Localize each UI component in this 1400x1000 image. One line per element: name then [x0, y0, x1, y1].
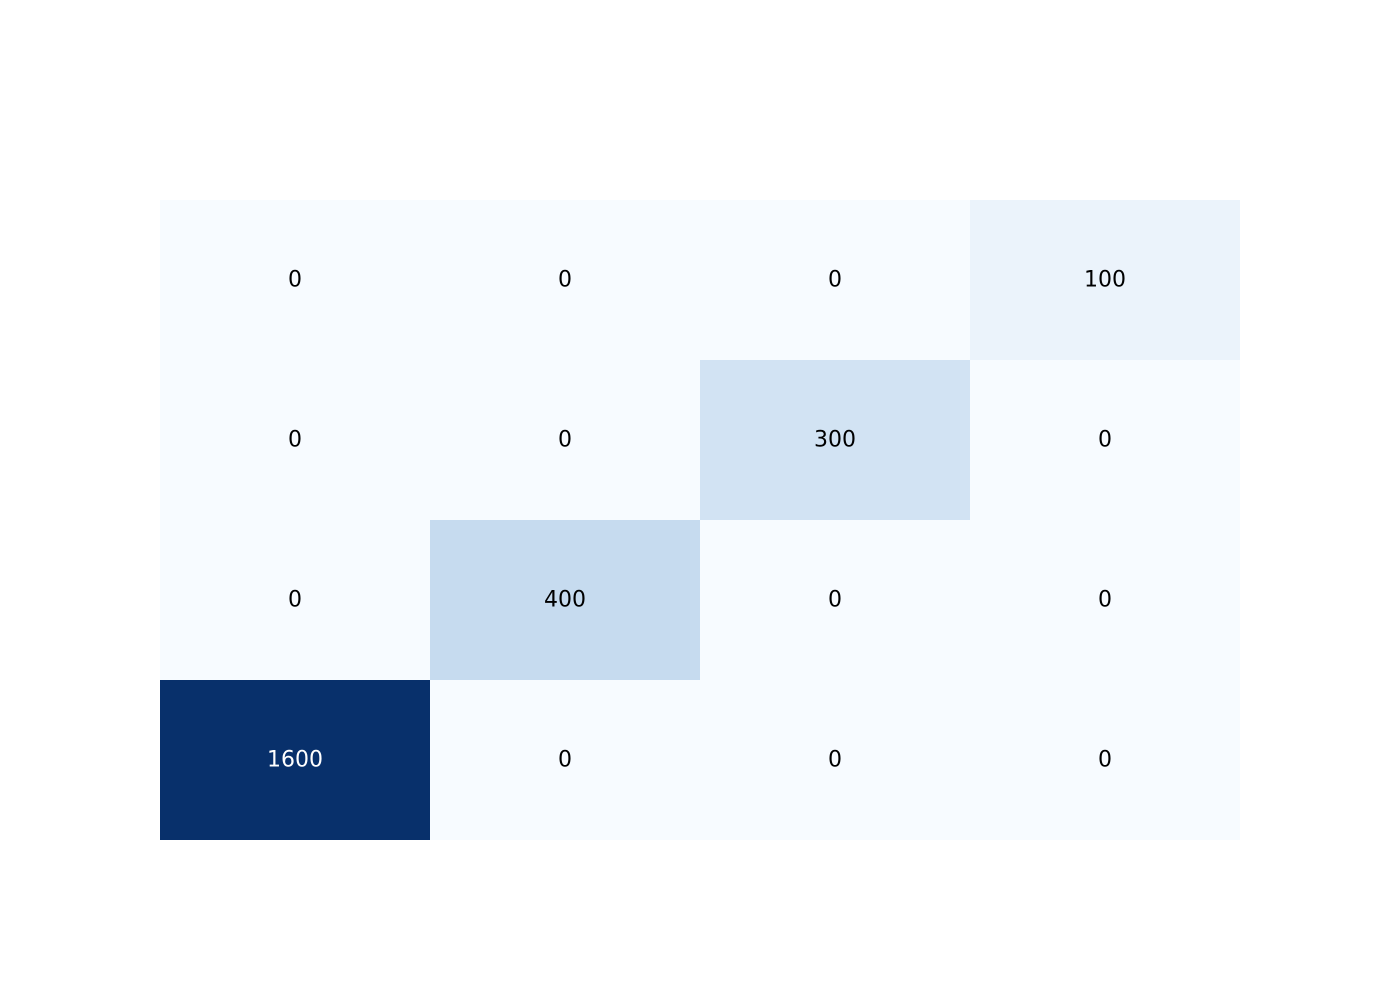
heatmap-cell-label-r2-c3: 0	[1098, 588, 1112, 613]
heatmap-cell-label-r1-c0: 0	[288, 428, 302, 453]
heatmap-cell-r3-c0	[160, 680, 430, 840]
heatmap-cell-r3-c1	[430, 680, 700, 840]
heatmap-cell-label-r3-c2: 0	[828, 748, 842, 773]
heatmap-cell-label-r0-c1: 0	[558, 268, 572, 293]
heatmap-cell-r2-c0	[160, 520, 430, 680]
heatmap-cell-label-r2-c1: 400	[544, 588, 586, 613]
heatmap-cell-r1-c3	[970, 360, 1240, 520]
heatmap-cell-label-r3-c0: 1600	[267, 748, 323, 773]
heatmap-cell-label-r3-c3: 0	[1098, 748, 1112, 773]
heatmap-cell-r3-c2	[700, 680, 970, 840]
heatmap-cell-r1-c1	[430, 360, 700, 520]
heatmap-cell-label-r2-c2: 0	[828, 588, 842, 613]
heatmap-cells	[160, 200, 1240, 840]
heatmap-cell-label-r3-c1: 0	[558, 748, 572, 773]
heatmap-cell-r0-c1	[430, 200, 700, 360]
heatmap-cell-r1-c0	[160, 360, 430, 520]
heatmap-cell-label-r1-c2: 300	[814, 428, 856, 453]
heatmap-cell-r2-c3	[970, 520, 1240, 680]
heatmap-cell-label-r1-c3: 0	[1098, 428, 1112, 453]
heatmap-cell-r0-c0	[160, 200, 430, 360]
heatmap-cell-label-r0-c3: 100	[1084, 268, 1126, 293]
heatmap-cell-r2-c1	[430, 520, 700, 680]
heatmap-cell-r0-c2	[700, 200, 970, 360]
heatmap-cell-r1-c2	[700, 360, 970, 520]
heatmap-cell-label-r0-c0: 0	[288, 268, 302, 293]
heatmap-cell-label-r0-c2: 0	[828, 268, 842, 293]
heatmap-cell-r0-c3	[970, 200, 1240, 360]
heatmap-labels: 0 0 0 100 0 0 300 0 0 400 0 0 1600 0 0 0	[267, 268, 1126, 773]
heatmap-cell-label-r1-c1: 0	[558, 428, 572, 453]
heatmap-cell-r2-c2	[700, 520, 970, 680]
heatmap-cell-label-r2-c0: 0	[288, 588, 302, 613]
heatmap-cell-r3-c3	[970, 680, 1240, 840]
